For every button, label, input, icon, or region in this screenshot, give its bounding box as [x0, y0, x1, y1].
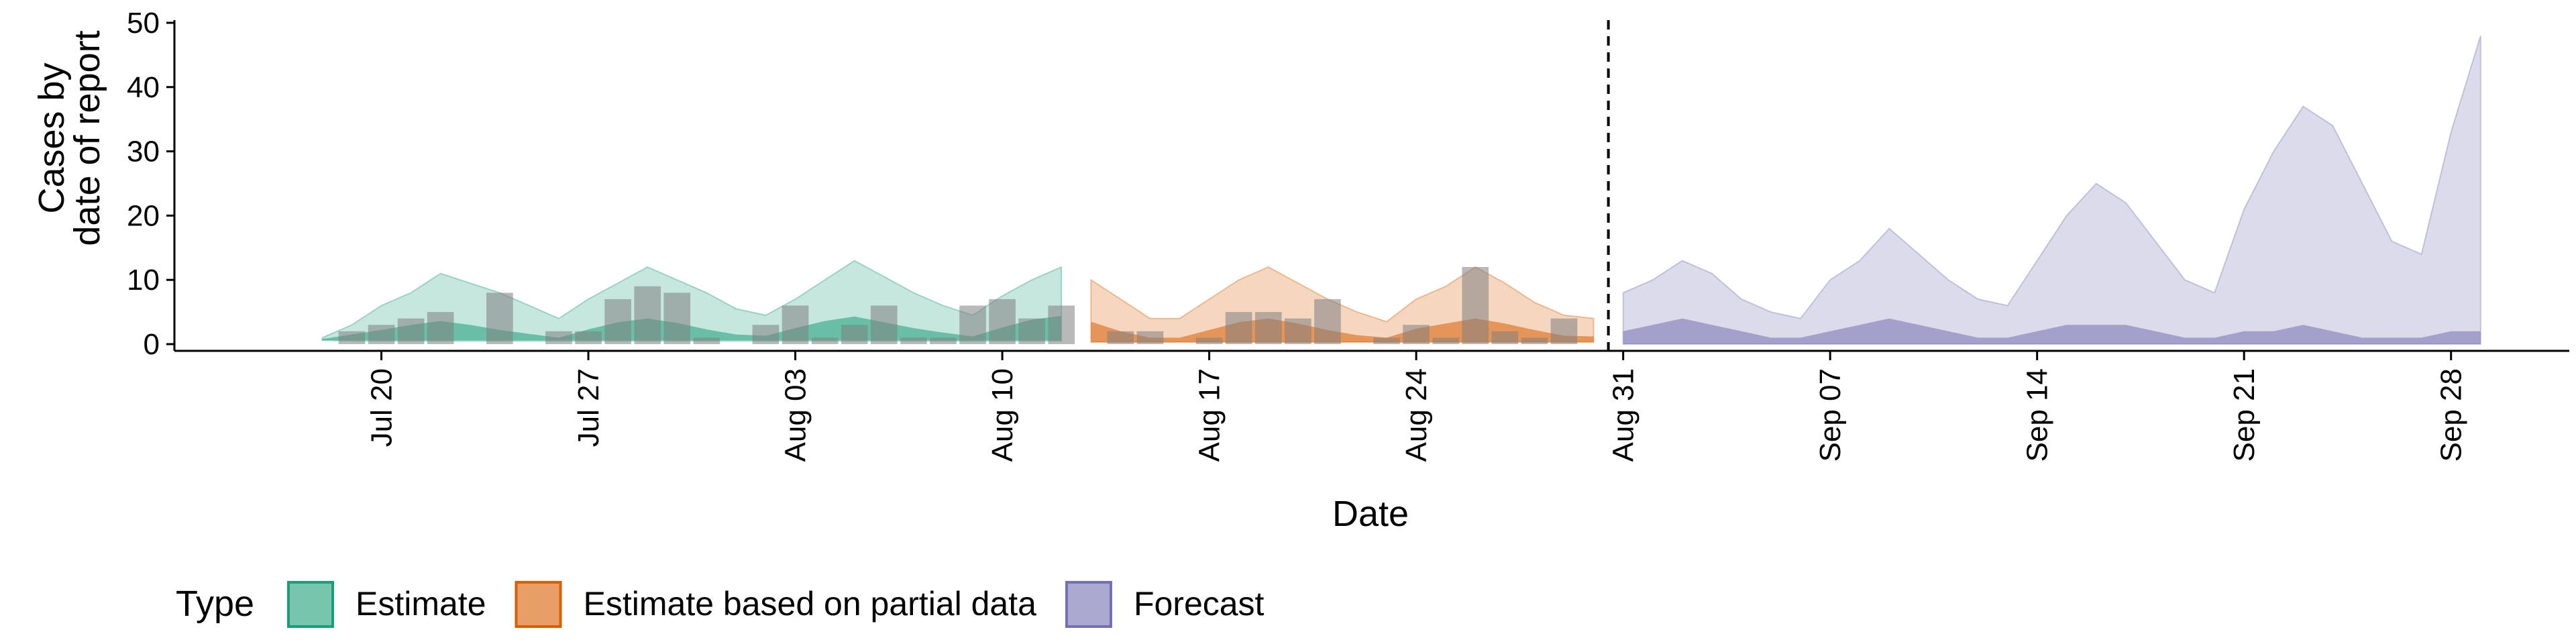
observed-case-bar: [575, 331, 602, 344]
y-tick-label: 0: [144, 328, 160, 361]
y-axis-title-line-1: Cases by: [32, 62, 72, 213]
x-tick-label: Sep 28: [2435, 368, 2468, 462]
observed-case-bar: [752, 325, 780, 344]
observed-case-bar: [1048, 305, 1075, 344]
axes: [173, 20, 2569, 352]
y-axis-title-line-2: date of report: [67, 30, 107, 246]
observed-case-bar: [397, 318, 425, 344]
x-tick-label: Aug 31: [1607, 368, 1640, 462]
observed-case-bar: [811, 337, 839, 344]
observed-case-bar: [338, 331, 366, 344]
observed-case-bar: [693, 337, 720, 344]
observed-case-bar: [1314, 299, 1341, 344]
y-tick-label: 40: [127, 71, 160, 104]
legend-label-estimate-based-on-partial-data: Estimate based on partial data: [584, 585, 1037, 623]
observed-cases-bars: [338, 267, 1578, 344]
legend-label-forecast: Forecast: [1134, 585, 1265, 623]
observed-case-bar: [1254, 312, 1282, 344]
observed-case-bar: [930, 337, 957, 344]
observed-case-bar: [1136, 331, 1164, 344]
observed-case-bar: [1550, 318, 1578, 344]
y-tick-label: 50: [127, 7, 160, 40]
x-tick-label: Aug 03: [780, 368, 812, 462]
legend-swatch-estimate: [287, 581, 334, 628]
legend-title: Type: [176, 584, 254, 624]
observed-case-bar: [427, 312, 454, 344]
observed-case-bar: [1491, 331, 1519, 344]
forecast-inner-band: [1623, 318, 2481, 344]
observed-case-bar: [1373, 337, 1400, 344]
y-tick-label: 20: [127, 199, 160, 232]
observed-case-bar: [1225, 312, 1252, 344]
x-ticks: Jul 20 Jul 27 Aug 03 Aug 10 Aug 17 Aug 24 Aug …: [366, 351, 2468, 462]
observed-case-bar: [989, 299, 1016, 344]
observed-case-bar: [604, 299, 631, 344]
y-ticks: 0 10 20 30 40 50: [127, 7, 174, 361]
x-tick-label: Jul 27: [572, 368, 605, 447]
x-tick-label: Sep 07: [1814, 368, 1847, 462]
forecast-outer-band: [1622, 35, 2481, 345]
observed-case-bar: [1107, 331, 1134, 344]
legend-swatch-estimate-based-on-partial-data: [515, 581, 562, 628]
observed-case-bar: [663, 292, 691, 344]
legend: Type Estimate Estimate based on partial d…: [176, 581, 1265, 628]
observed-case-bar: [1018, 318, 1045, 344]
x-tick-label: Aug 10: [986, 368, 1019, 462]
observed-case-bar: [959, 305, 986, 344]
observed-case-bar: [1462, 267, 1489, 344]
legend-swatch-forecast: [1065, 581, 1112, 628]
y-tick-label: 30: [127, 136, 160, 168]
observed-case-bar: [1432, 337, 1460, 344]
observed-case-bar: [900, 337, 927, 344]
x-tick-label: Jul 20: [366, 368, 398, 447]
observed-case-bar: [545, 331, 572, 344]
observed-case-bar: [1403, 325, 1430, 344]
observed-case-bar: [841, 325, 868, 344]
x-tick-label: Sep 21: [2228, 368, 2261, 462]
observed-case-bar: [368, 325, 395, 344]
x-tick-label: Sep 14: [2021, 368, 2054, 462]
observed-case-bar: [486, 292, 513, 344]
observed-case-bar: [1285, 318, 1311, 344]
x-tick-label: Aug 24: [1400, 368, 1433, 462]
y-tick-label: 10: [127, 264, 160, 297]
observed-case-bar: [634, 286, 661, 344]
observed-case-bar: [870, 305, 898, 344]
observed-case-bar: [1521, 337, 1548, 344]
observed-case-bar: [782, 305, 809, 344]
x-axis-title: Date: [1332, 494, 1409, 534]
observed-case-bar: [1195, 337, 1223, 344]
x-tick-label: Aug 17: [1193, 368, 1226, 462]
legend-label-estimate: Estimate: [356, 585, 486, 623]
